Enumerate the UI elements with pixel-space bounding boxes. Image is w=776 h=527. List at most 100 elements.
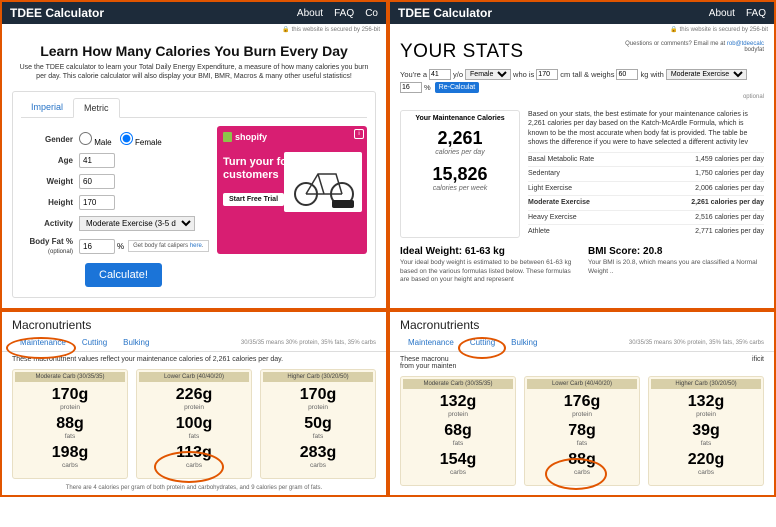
card-header: Higher Carb (30/20/50) <box>651 379 761 389</box>
maint-title: Your Maintenance Calories <box>405 115 515 122</box>
card-moderate-carb: Moderate Carb (30/35/35) 132gprotein 68g… <box>400 376 516 486</box>
summary-line: You're a y/o Female who is cm tall & wei… <box>400 69 764 93</box>
ad-product-image <box>284 152 362 212</box>
tab-cutting[interactable]: Cutting <box>462 334 503 351</box>
card-lower-carb: Lower Carb (40/40/20) 226gprotein 100gfa… <box>136 369 252 479</box>
form-column: Gender Male Female Age Weight Height Act… <box>21 126 209 287</box>
tab-maintenance[interactable]: Maintenance <box>400 334 462 351</box>
nav-faq[interactable]: FAQ <box>334 8 354 19</box>
topnav: About FAQ Co <box>289 7 378 19</box>
ad-cta-button[interactable]: Start Free Trial <box>223 193 284 206</box>
calculate-button[interactable]: Calculate! <box>85 263 162 287</box>
select-activity[interactable]: Moderate Exercise (3-5 d <box>79 216 195 231</box>
topnav: About FAQ <box>701 7 766 19</box>
inline-bf[interactable] <box>400 82 422 93</box>
panel-calculator-form: TDEE Calculator About FAQ Co this websit… <box>0 0 388 310</box>
table-row: Light Exercise2,006 calories per day <box>528 181 764 195</box>
inline-sex[interactable]: Female <box>465 69 511 80</box>
blurb: Based on your stats, the best estimate f… <box>528 110 764 148</box>
macro-footnote: There are 4 calories per gram of both pr… <box>2 485 386 495</box>
tab-bulking[interactable]: Bulking <box>503 334 545 351</box>
shopify-icon <box>223 132 232 142</box>
val-fats: 88g <box>15 415 125 433</box>
nav-faq[interactable]: FAQ <box>746 8 766 19</box>
macro-tabs: Maintenance Cutting Bulking 30/35/35 mea… <box>390 334 774 352</box>
radio-female[interactable] <box>120 132 133 145</box>
radio-male-label[interactable]: Male <box>79 138 112 147</box>
card-higher-carb: Higher Carb (30/20/50) 170gprotein 50gfa… <box>260 369 376 479</box>
val-carbs: 220g <box>651 451 761 469</box>
bmi-title: BMI Score: 20.8 <box>588 246 764 257</box>
recalculate-button[interactable]: Re-Calculat <box>435 82 480 93</box>
radio-male[interactable] <box>79 132 92 145</box>
tab-maintenance[interactable]: Maintenance <box>12 334 74 351</box>
ratio-note: 30/35/35 means 30% protein, 35% fats, 35… <box>241 340 376 346</box>
secure-badge: this website is secured by 256-bit <box>2 24 386 35</box>
brand: TDEE Calculator <box>10 6 104 20</box>
card-header: Moderate Carb (30/35/35) <box>403 379 513 389</box>
input-height[interactable] <box>79 195 115 210</box>
inline-activity[interactable]: Moderate Exercise <box>666 69 747 80</box>
topbar: TDEE Calculator About FAQ Co <box>2 2 386 24</box>
nav-about[interactable]: About <box>297 8 323 19</box>
val-carbs: 154g <box>403 451 513 469</box>
ideal-text: Your ideal body weight is estimated to b… <box>400 259 576 284</box>
gender-radiogroup: Male Female <box>79 132 168 147</box>
val-protein: 132g <box>403 393 513 411</box>
tab-metric[interactable]: Metric <box>73 98 120 118</box>
page-subtitle: Use the TDEE calculator to learn your To… <box>14 63 374 81</box>
val-protein: 170g <box>15 386 125 404</box>
card-header: Lower Carb (40/40/20) <box>527 379 637 389</box>
val-carbs: 88g <box>527 451 637 469</box>
val-carbs: 283g <box>263 444 373 462</box>
panel-macros-maintenance: Macronutrients Maintenance Cutting Bulki… <box>0 310 388 497</box>
ad-brand: shopify <box>223 132 361 142</box>
radio-female-label[interactable]: Female <box>120 138 162 147</box>
contact-line: Questions or comments? Email me at rob@t… <box>625 41 764 53</box>
val-carbs: 113g <box>139 444 249 462</box>
calipers-tip: Get body fat calipers here. <box>128 240 208 252</box>
card-header: Higher Carb (30/20/50) <box>263 372 373 382</box>
label-gender: Gender <box>21 135 79 144</box>
card-header: Lower Carb (40/40/20) <box>139 372 249 382</box>
input-age[interactable] <box>79 153 115 168</box>
inline-height[interactable] <box>536 69 558 80</box>
input-bodyfat[interactable] <box>79 239 115 254</box>
nav-contact[interactable]: Co <box>365 8 378 19</box>
table-row: Sedentary1,750 calories per day <box>528 167 764 181</box>
val-carbs: 198g <box>15 444 125 462</box>
inline-age[interactable] <box>429 69 451 80</box>
brand: TDEE Calculator <box>398 6 492 20</box>
tab-bulking[interactable]: Bulking <box>115 334 157 351</box>
ad-banner[interactable]: i shopify Turn your followers into custo… <box>217 126 367 254</box>
label-activity: Activity <box>21 219 79 228</box>
inline-weight[interactable] <box>616 69 638 80</box>
macro-tabs: Maintenance Cutting Bulking 30/35/35 mea… <box>2 334 386 352</box>
table-row: Athlete2,771 calories per day <box>528 224 764 238</box>
cal-per-day-value: 2,261 <box>405 128 515 149</box>
card-higher-carb: Higher Carb (30/20/50) 132gprotein 39gfa… <box>648 376 764 486</box>
table-row: Basal Metabolic Rate1,459 calories per d… <box>528 152 764 166</box>
card-lower-carb: Lower Carb (40/40/20) 176gprotein 78gfat… <box>524 376 640 486</box>
macro-desc: These macronufrom your mainten ificit <box>390 352 774 376</box>
ad-info-icon[interactable]: i <box>354 129 364 139</box>
val-protein: 170g <box>263 386 373 404</box>
card-header: Moderate Carb (30/35/35) <box>15 372 125 382</box>
table-row: Heavy Exercise2,516 calories per day <box>528 210 764 224</box>
label-height: Height <box>21 198 79 207</box>
maint-explain: Based on your stats, the best estimate f… <box>528 110 764 238</box>
val-fats: 100g <box>139 415 249 433</box>
label-bodyfat: Body Fat %(optional) <box>21 237 79 255</box>
input-weight[interactable] <box>79 174 115 189</box>
macro-desc: These macronutrient values reflect your … <box>2 352 386 369</box>
maintenance-card: Your Maintenance Calories 2,261 calories… <box>400 110 520 238</box>
bmi-text: Your BMI is 20.8, which means you are cl… <box>588 259 764 276</box>
calipers-link[interactable]: here <box>190 243 202 249</box>
macro-heading: Macronutrients <box>2 312 386 334</box>
tab-cutting[interactable]: Cutting <box>74 334 115 351</box>
tab-imperial[interactable]: Imperial <box>21 98 73 117</box>
cal-per-week-label: calories per week <box>405 185 515 192</box>
nav-about[interactable]: About <box>709 8 735 19</box>
cal-per-week-value: 15,826 <box>405 164 515 185</box>
topbar: TDEE Calculator About FAQ <box>390 2 774 24</box>
